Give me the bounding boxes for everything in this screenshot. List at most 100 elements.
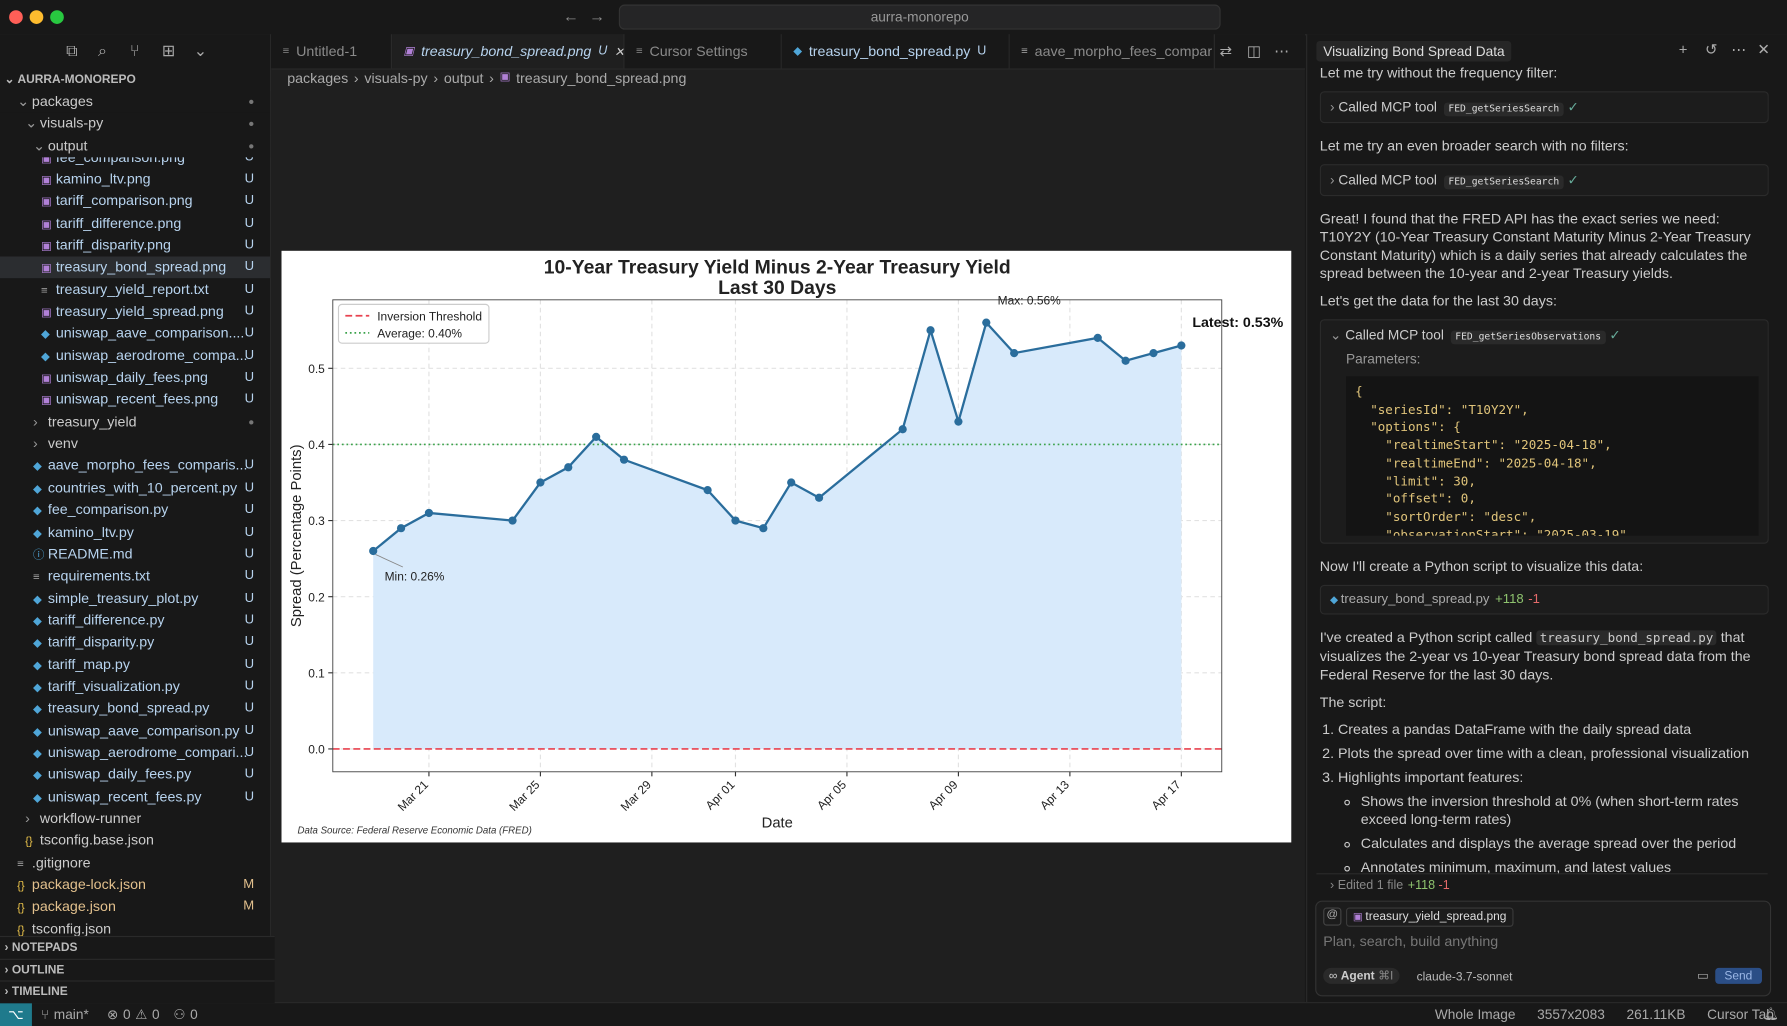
context-chip[interactable]: ▣ treasury_yield_spread.png — [1345, 907, 1514, 927]
file-row[interactable]: ◆ uniswap_daily_fees.py U — [0, 764, 270, 786]
file-row[interactable]: {} package-lock.json M — [0, 874, 270, 896]
breadcrumb-item[interactable]: visuals-py — [364, 70, 428, 87]
file-row[interactable]: ▣ tariff_disparity.png U — [0, 235, 270, 257]
sidebar-section[interactable]: › TIMELINE — [0, 980, 275, 1004]
file-row[interactable]: ◆ kamino_ltv.py U — [0, 522, 270, 544]
editor-tab[interactable]: ≡ aave_morpho_fees_compar — [1009, 34, 1215, 69]
status-view[interactable]: Whole Image — [1434, 1006, 1516, 1023]
forward-button[interactable]: → — [589, 6, 606, 26]
file-row[interactable]: ◆ aave_morpho_fees_comparis... U — [0, 455, 270, 477]
file-row[interactable]: ◆ tariff_map.py U — [0, 654, 270, 676]
sidebar-action-icon[interactable]: ⑂ — [129, 41, 140, 60]
sidebar-action-icon[interactable]: ⌄ — [193, 41, 208, 60]
edited-files[interactable]: › Edited 1 file +118 -1 — [1316, 873, 1768, 896]
chat-action[interactable]: ✕ — [1757, 41, 1770, 59]
tool-call[interactable]: › Called MCP tool FED_getSeriesSearch ✓ — [1319, 91, 1769, 124]
file-row[interactable]: ◆ uniswap_aerodrome_compa... U — [0, 345, 270, 367]
chat-action[interactable]: ⋯ — [1731, 41, 1747, 59]
status-mode[interactable]: Cursor Tab — [1707, 1006, 1774, 1023]
file-row[interactable]: ≡ treasury_yield_report.txt U — [0, 279, 270, 301]
folder-row[interactable]: › treasury_yield • — [0, 411, 270, 433]
notifications-icon[interactable]: 🔔︎ — [1763, 1007, 1780, 1022]
editor-action[interactable]: ⇄ — [1219, 42, 1232, 60]
warnings[interactable]: 0 — [152, 1006, 160, 1023]
file-row[interactable]: ▣ tariff_comparison.png U — [0, 191, 270, 213]
file-row[interactable]: ◆ uniswap_aerodrome_compari... U — [0, 742, 270, 764]
file-row[interactable]: ▣ tariff_difference.png U — [0, 213, 270, 235]
tab-close[interactable]: ✕ — [614, 45, 625, 59]
file-row[interactable]: ▣ uniswap_recent_fees.png U — [0, 389, 270, 411]
editor-tab[interactable]: ≡ Cursor Settings — [624, 34, 782, 69]
sidebar-action-icon[interactable]: ⧉ — [66, 41, 78, 60]
file-row[interactable]: {} tsconfig.base.json — [0, 830, 270, 852]
file-row[interactable]: ◆ treasury_bond_spread.py U — [0, 698, 270, 720]
send-button[interactable]: Send — [1715, 967, 1762, 984]
editor-tab[interactable]: ▣ treasury_bond_spread.png U ✕ — [392, 34, 625, 69]
list-text: Creates a pandas DataFrame with the dail… — [1338, 721, 1692, 738]
file-row[interactable]: ▣ uniswap_daily_fees.png U — [0, 367, 270, 389]
status-dimensions[interactable]: 3557x2083 — [1537, 1006, 1605, 1023]
image-button[interactable]: ▭ — [1697, 969, 1709, 983]
chat-action[interactable]: ↺ — [1704, 41, 1718, 59]
file-row[interactable]: ▣ kamino_ltv.png U — [0, 169, 270, 191]
tree-label: kamino_ltv.png — [55, 170, 151, 187]
branch[interactable]: main* — [53, 1006, 89, 1023]
file-row[interactable]: {} tsconfig.json — [0, 919, 270, 941]
file-row[interactable]: ⓘ README.md U — [0, 544, 270, 566]
file-row[interactable]: ≡ requirements.txt U — [0, 566, 270, 588]
mode-select[interactable]: ∞ Agent ⌘I — [1323, 967, 1400, 984]
explorer-root: ⌄ AURRA-MONOREPO — [0, 70, 275, 92]
file-edit[interactable]: ◆ treasury_bond_spread.py +118 -1 — [1319, 584, 1769, 615]
model-select[interactable]: claude-3.7-sonnet — [1416, 970, 1513, 984]
file-row[interactable]: ◆ tariff_disparity.py U — [0, 632, 270, 654]
sidebar-action-icon[interactable]: ⊞ — [161, 41, 176, 60]
file-row[interactable]: ◆ uniswap_aave_comparison.py U — [0, 720, 270, 742]
point — [592, 432, 601, 441]
file-row[interactable]: ◆ fee_comparison.py U — [0, 499, 270, 521]
file-icon: {} — [17, 902, 25, 915]
file-row[interactable]: ▣ treasury_bond_spread.png U — [0, 256, 271, 279]
remote-indicator[interactable]: ⌥ — [0, 1003, 32, 1026]
folder-row[interactable]: ⌄ packages • — [0, 91, 271, 113]
maximize-button[interactable] — [50, 10, 64, 24]
tool-call[interactable]: ⌄ Called MCP tool FED_getSeriesObservatio… — [1319, 319, 1769, 544]
file-row[interactable]: ◆ uniswap_aave_comparison.... U — [0, 323, 270, 345]
sidebar-section[interactable]: › NOTEPADS — [0, 935, 275, 959]
file-row[interactable]: ◆ tariff_visualization.py U — [0, 676, 270, 698]
editor-action[interactable]: ◫ — [1246, 42, 1261, 60]
breadcrumb-item[interactable]: output — [443, 70, 484, 87]
tool-call[interactable]: › Called MCP tool FED_getSeriesSearch ✓ — [1319, 164, 1769, 197]
editor-tab[interactable]: ◆ treasury_bond_spread.py U — [781, 34, 1010, 69]
chat-input[interactable]: Plan, search, build anything — [1323, 933, 1499, 950]
folder-row[interactable]: › venv — [0, 433, 270, 455]
file-row[interactable]: ◆ tariff_difference.py U — [0, 610, 270, 632]
file-row[interactable]: {} package.json M — [0, 897, 270, 919]
minimize-button[interactable] — [29, 10, 44, 24]
file-row[interactable]: ▣ treasury_yield_spread.png U — [0, 301, 270, 323]
chat-action[interactable]: + — [1678, 41, 1688, 59]
back-button[interactable]: ← — [563, 6, 579, 26]
mention-button[interactable]: @ — [1323, 907, 1342, 926]
search-box[interactable]: aurra-monorepo — [618, 4, 1221, 30]
file-icon: ◆ — [33, 659, 42, 673]
git-status: • — [248, 92, 255, 111]
editor-tab[interactable]: ≡ Untitled-1 — [271, 34, 393, 69]
sidebar-section[interactable]: › OUTLINE — [0, 958, 275, 981]
folder-row[interactable]: ⌄ output • — [0, 135, 271, 157]
sidebar-action-icon[interactable]: ⌕ — [98, 41, 107, 60]
file-row[interactable]: ◆ simple_treasury_plot.py U — [0, 588, 270, 610]
file-row[interactable]: ◆ countries_with_10_percent.py U — [0, 477, 270, 499]
file-row[interactable]: ≡ .gitignore — [0, 852, 270, 874]
folder-row[interactable]: › workflow-runner — [0, 808, 270, 830]
editor-action[interactable]: ⋯ — [1274, 42, 1290, 60]
close-button[interactable] — [9, 10, 23, 24]
git-status: U — [244, 480, 255, 495]
status-size[interactable]: 261.11KB — [1626, 1006, 1686, 1023]
chevron: › — [4, 984, 12, 999]
errors[interactable]: 0 — [123, 1006, 131, 1023]
ports[interactable]: 0 — [190, 1006, 198, 1023]
file-row[interactable]: ◆ uniswap_recent_fees.py U — [0, 786, 270, 808]
breadcrumb-item[interactable]: packages — [287, 70, 349, 87]
breadcrumb-item[interactable]: treasury_bond_spread.png — [516, 70, 687, 87]
folder-row[interactable]: ⌄ visuals-py • — [0, 113, 271, 135]
